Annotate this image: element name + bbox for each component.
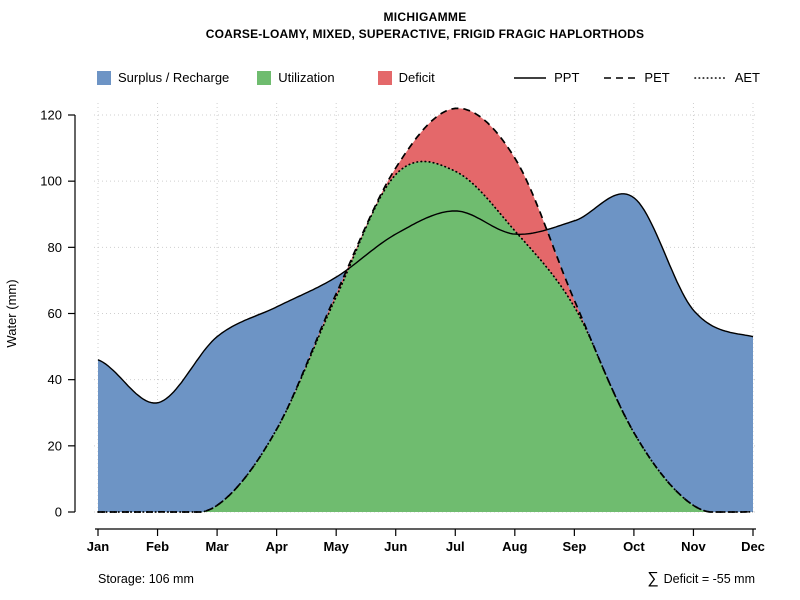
x-tick-label: Apr bbox=[265, 539, 287, 554]
legend-label-ppt: PPT bbox=[554, 70, 580, 85]
legend-label-aet: AET bbox=[734, 70, 760, 85]
ppt-line bbox=[97, 193, 754, 404]
x-tick-label: Jan bbox=[87, 539, 109, 554]
x-tick-label: Mar bbox=[206, 539, 229, 554]
legend-label-pet: PET bbox=[644, 70, 670, 85]
y-tick-label: 0 bbox=[55, 505, 62, 520]
legend-label-utilization: Utilization bbox=[278, 70, 335, 85]
legend-line-sample bbox=[693, 76, 728, 79]
legend: Surplus / Recharge Utilization Deficit P… bbox=[97, 70, 760, 85]
aet-line bbox=[97, 160, 754, 513]
x-tick-label: May bbox=[324, 539, 350, 554]
surplus-area bbox=[98, 108, 753, 513]
chart-title: MICHIGAMME bbox=[383, 10, 467, 24]
y-tick-label: 20 bbox=[48, 438, 62, 453]
deficit-text: Deficit = -55 mm bbox=[663, 572, 755, 586]
legend-item-utilization: Utilization bbox=[257, 70, 335, 85]
deficit-annotation: ∑ Deficit = -55 mm bbox=[647, 570, 755, 588]
legend-label-deficit: Deficit bbox=[398, 70, 435, 85]
utilization-swatch-icon bbox=[257, 70, 272, 85]
x-tick-label: Jun bbox=[384, 539, 407, 554]
chart-subtitle: COARSE-LOAMY, MIXED, SUPERACTIVE, FRIGID… bbox=[205, 27, 645, 41]
legend-item-pet: PET bbox=[603, 70, 670, 85]
legend-line-group: PPT PET AET bbox=[489, 70, 760, 85]
y-tick-label: 120 bbox=[40, 108, 62, 123]
y-tick-label: 60 bbox=[48, 306, 62, 321]
surplus-swatch-icon bbox=[97, 70, 111, 85]
legend-item-surplus: Surplus / Recharge bbox=[97, 70, 229, 85]
y-tick-label: 80 bbox=[48, 240, 62, 255]
x-tick-label: Nov bbox=[681, 539, 706, 554]
legend-item-aet: AET bbox=[693, 70, 760, 85]
storage-annotation: Storage: 106 mm bbox=[98, 572, 194, 586]
y-tick-label: 40 bbox=[48, 372, 62, 387]
x-tick-label: Sep bbox=[562, 539, 586, 554]
legend-item-deficit: Deficit bbox=[377, 70, 435, 85]
deficit-swatch-icon bbox=[377, 70, 392, 85]
sigma-icon: ∑ bbox=[647, 570, 659, 587]
pet-line bbox=[98, 107, 754, 513]
x-tick-label: Dec bbox=[741, 539, 765, 554]
x-tick-label: Aug bbox=[502, 539, 527, 554]
legend-item-ppt: PPT bbox=[513, 70, 579, 85]
utilization-area bbox=[98, 161, 753, 512]
legend-line-sample bbox=[514, 76, 547, 79]
y-axis-label: Water (mm) bbox=[4, 279, 19, 347]
x-tick-label: Jul bbox=[446, 539, 465, 554]
x-tick-label: Feb bbox=[146, 539, 169, 554]
y-tick-label: 100 bbox=[40, 174, 62, 189]
legend-line-sample bbox=[604, 76, 637, 79]
legend-label-surplus: Surplus / Recharge bbox=[118, 70, 230, 85]
x-tick-label: Oct bbox=[623, 539, 645, 554]
chart-header: MICHIGAMME COARSE-LOAMY, MIXED, SUPERACT… bbox=[55, 10, 795, 41]
